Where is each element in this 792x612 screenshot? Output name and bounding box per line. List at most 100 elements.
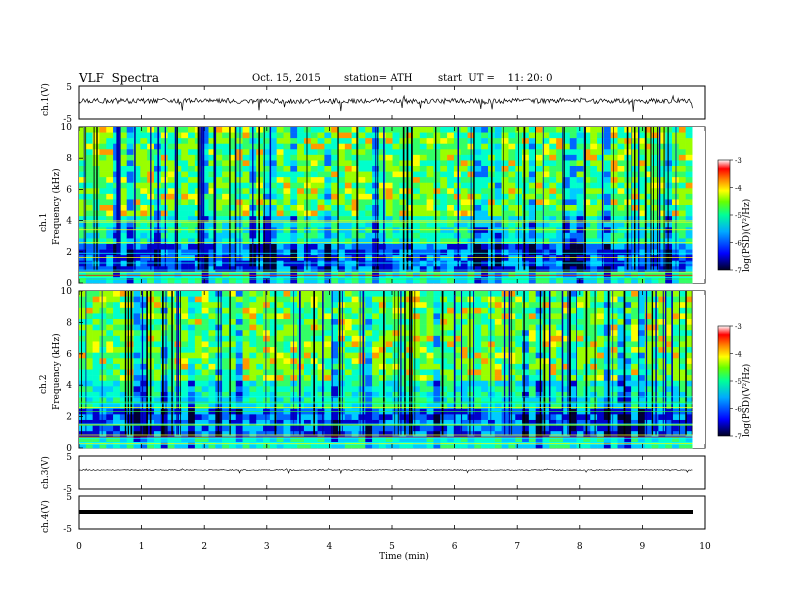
spec-cell <box>413 291 421 297</box>
spec-cell <box>583 193 591 200</box>
spec-cell <box>188 397 196 404</box>
spec-cell <box>228 210 237 217</box>
spec-cell <box>631 347 639 353</box>
spec-cell <box>126 260 134 267</box>
spec-cell <box>549 249 557 256</box>
spec-cell <box>576 380 584 387</box>
spec-cell <box>481 238 489 245</box>
spec-cell <box>228 188 237 195</box>
spec-cell <box>494 442 502 449</box>
spec-cell <box>201 138 209 145</box>
spec-cell <box>208 260 216 267</box>
spec-cell <box>365 369 373 376</box>
spec-cell <box>378 232 387 239</box>
spec-cell <box>535 149 543 156</box>
spec-cell <box>188 431 196 438</box>
spec-cell <box>522 330 530 337</box>
spec-cell <box>365 380 373 387</box>
spec-cell <box>481 260 489 267</box>
spec-cell <box>378 369 387 376</box>
spec-cell <box>549 143 557 150</box>
spec-cell <box>201 232 209 239</box>
spec-cell <box>406 210 414 217</box>
spec-cell <box>99 221 107 228</box>
spec-cell <box>365 291 373 297</box>
spec-cell <box>406 154 414 161</box>
spec-cell <box>406 227 414 234</box>
spec-cell <box>338 324 346 331</box>
spec-cell <box>331 188 339 195</box>
spec-cell <box>419 442 427 449</box>
spec-cell <box>85 313 93 320</box>
spec-cell <box>85 352 93 359</box>
spec-cell <box>453 266 462 273</box>
spec-cell <box>215 210 223 217</box>
spec-cell <box>569 414 577 421</box>
spec-cell <box>515 347 523 353</box>
spec-cell <box>235 324 243 331</box>
spec-cell <box>453 227 462 234</box>
spec-cell <box>481 216 489 223</box>
spec-cell <box>181 260 189 267</box>
spec-cell <box>79 232 87 239</box>
spec-cell <box>358 425 366 432</box>
spec-cell <box>358 160 366 167</box>
spec-cell <box>685 216 693 223</box>
spec-cell <box>317 397 325 404</box>
spec-cell <box>597 313 605 320</box>
spec-cell <box>569 442 577 449</box>
spec-cell <box>440 221 448 228</box>
spec-cell <box>106 341 114 348</box>
spec-cell <box>651 177 659 184</box>
spec-cell <box>174 188 182 195</box>
spec-cell <box>331 138 339 145</box>
spec-cell <box>317 307 325 314</box>
spec-cell <box>487 347 496 353</box>
spec-cell <box>331 419 339 426</box>
spec-cell <box>631 352 639 359</box>
spec-cell <box>603 166 611 172</box>
spec-cell <box>651 249 659 256</box>
spec-cell <box>569 391 577 398</box>
spec-cell <box>235 210 243 217</box>
spec-cell <box>583 160 591 167</box>
spec-cell <box>228 403 237 410</box>
spec-cell <box>133 221 141 228</box>
spec-cell <box>413 403 421 410</box>
spec-cell <box>256 296 264 303</box>
spec-cell <box>140 408 148 415</box>
spec-cell <box>338 160 346 167</box>
spec-cell <box>385 369 393 376</box>
spec-cell <box>549 369 557 376</box>
spec-cell <box>303 271 312 278</box>
spec-cell <box>651 408 659 415</box>
spec-cell <box>481 436 489 443</box>
spec-cell <box>79 408 87 415</box>
spec-cell <box>522 199 530 206</box>
spec-cell <box>494 154 502 161</box>
spec-cell <box>303 143 312 150</box>
spec-cell <box>297 221 305 228</box>
spec-cell <box>351 408 359 415</box>
spec-cell <box>637 177 646 184</box>
spec-cell <box>188 436 196 443</box>
spec-cell <box>174 255 182 262</box>
spec-cell <box>419 397 427 404</box>
spec-cell <box>419 127 427 133</box>
spec-cell <box>460 227 468 234</box>
spec-cell <box>474 182 482 189</box>
spec-cell <box>290 132 298 139</box>
spec-cell <box>160 199 168 206</box>
spec-cell <box>181 352 189 359</box>
spec-cell <box>106 232 114 239</box>
spec-cell <box>419 369 427 376</box>
spec-cell <box>494 363 502 370</box>
spec-cell <box>119 266 128 273</box>
spec-cell <box>460 319 468 325</box>
spec-cell <box>133 238 141 245</box>
spec-cell <box>242 369 250 376</box>
spec-cell <box>624 408 632 415</box>
spec-cell <box>194 408 202 415</box>
spec-cell <box>344 425 352 432</box>
spec-cell <box>235 244 243 250</box>
